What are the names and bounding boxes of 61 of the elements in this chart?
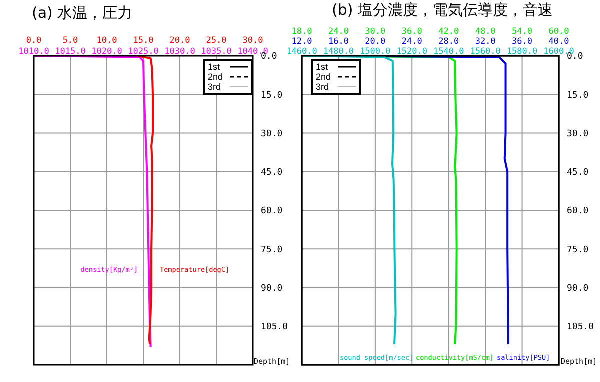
y-tick-label: 0.0 [261, 52, 278, 62]
x-tick-label: 20.0 [365, 37, 386, 47]
x-tick-label: 1560.0 [470, 47, 501, 57]
x-tick-label: 1025.0 [128, 47, 159, 57]
y-tick-label: 60.0 [567, 206, 589, 217]
x2-tick-label: 60.0 [548, 27, 570, 37]
y-tick-label: 90.0 [261, 284, 283, 294]
x2-tick-label: 25.0 [206, 36, 227, 46]
y-tick-label: 105.0 [261, 322, 288, 333]
y-tick-label: 75.0 [261, 245, 283, 256]
annotation: 2nd [316, 72, 332, 82]
y-tick-label: 60.0 [261, 206, 283, 217]
x2-tick-label: 30.0 [365, 27, 386, 37]
x-tick-label: 1010.0 [18, 47, 50, 57]
x-tick-label: 1020.0 [92, 47, 122, 57]
y-tick-label: 0.0 [567, 52, 584, 62]
x2-tick-label: 30.0 [242, 36, 264, 46]
y-tick-label: 15.0 [261, 90, 283, 101]
x2-tick-label: 48.0 [475, 27, 496, 37]
x2-tick-label: 36.0 [402, 27, 422, 37]
x2-tick-label: 0.0 [26, 36, 42, 46]
chart-title: (b) 塩分濃度，電気伝導度，音速 [332, 1, 553, 20]
x-tick-label: 24.0 [402, 37, 422, 47]
x-tick-label: 1460.0 [286, 47, 318, 57]
annotation: 1st [208, 62, 222, 72]
x-tick-label: 16.0 [328, 37, 349, 47]
y-tick-label: 75.0 [567, 245, 589, 256]
y-tick-label: 30.0 [567, 129, 589, 140]
chart-title: (a) 水温，圧力 [32, 4, 133, 23]
x-tick-label: 40.0 [548, 37, 570, 47]
x-tick-label: 1500.0 [360, 47, 391, 57]
x2-tick-label: 10.0 [96, 36, 118, 46]
x-tick-label: 12.0 [292, 37, 312, 47]
x-tick-label: 1035.0 [201, 47, 232, 57]
x2-tick-label: 15.0 [133, 36, 154, 46]
x-tick-label: 1580.0 [506, 47, 538, 57]
annotation: 2nd [208, 72, 224, 82]
annotation: 3rd [208, 82, 222, 92]
x2-tick-label: 24.0 [328, 27, 349, 37]
legend-box: 1st 2nd 3rd [203, 59, 253, 95]
x2-tick-label: 18.0 [292, 27, 312, 37]
x-tick-label: 28.0 [438, 37, 460, 47]
x2-tick-label: 5.0 [62, 36, 78, 46]
x-tick-label: 32.0 [475, 37, 496, 47]
annotation: 1st [316, 62, 330, 72]
y-tick-label: 45.0 [567, 168, 589, 178]
x-tick-label: 1480.0 [323, 47, 354, 57]
y-tick-label: 90.0 [567, 284, 589, 294]
y-tick-label: 15.0 [567, 90, 589, 101]
x-tick-label: 1520.0 [396, 47, 428, 57]
legend-box: 1st 2nd 3rd [311, 59, 361, 95]
x-tick-label: 1540.0 [434, 47, 464, 57]
annotation: 3rd [316, 82, 330, 92]
y-tick-label: 30.0 [261, 129, 283, 140]
x-tick-label: 36.0 [512, 37, 533, 47]
x-tick-label: 1030.0 [164, 47, 196, 57]
y-tick-label: 45.0 [261, 168, 283, 178]
x2-tick-label: 42.0 [438, 27, 460, 37]
x2-tick-label: 54.0 [512, 27, 533, 37]
y-tick-label: 105.0 [567, 322, 594, 333]
x-tick-label: 1015.0 [55, 47, 86, 57]
